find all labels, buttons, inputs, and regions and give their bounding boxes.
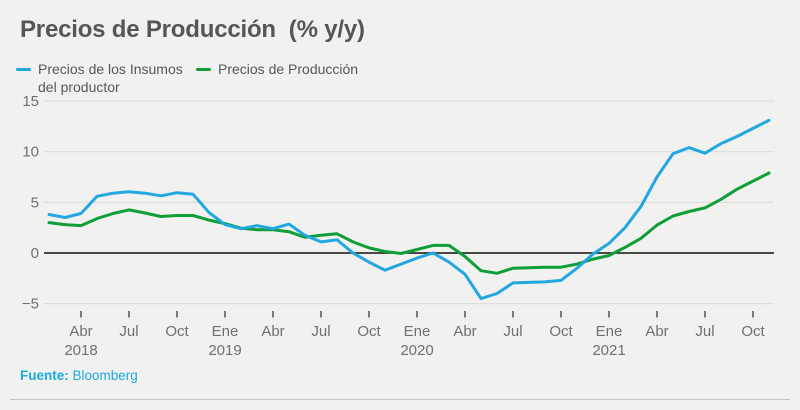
year-label: 2018 xyxy=(64,342,97,359)
x-tick-label: Jul xyxy=(311,323,330,340)
x-tick-label: Ene xyxy=(404,323,431,340)
series-line-produccion xyxy=(47,171,771,275)
legend-label-insumos: Precios de los Insumos del productor xyxy=(38,60,183,96)
x-tick-label: Oct xyxy=(357,323,381,340)
source-name: Bloomberg xyxy=(72,368,138,383)
legend-label-insumos-line1: Precios de los Insumos xyxy=(38,61,183,77)
legend-swatch-produccion-icon xyxy=(196,68,211,71)
x-tick-label: Oct xyxy=(741,323,765,340)
y-axis-label: 5 xyxy=(31,194,39,211)
source-label: Fuente: xyxy=(20,368,69,383)
legend-label-produccion-line1: Precios de Producción xyxy=(218,61,359,77)
y-axis-label: 0 xyxy=(31,245,39,262)
x-tick-label: Ene xyxy=(596,323,623,340)
x-tick-label: Jul xyxy=(695,323,714,340)
x-tick-label: Abr xyxy=(69,323,92,340)
x-tick-label: Jul xyxy=(119,323,138,340)
legend-label-insumos-line2: del productor xyxy=(38,79,120,95)
y-axis-label: −5 xyxy=(22,296,39,313)
bottom-rule xyxy=(10,399,790,400)
year-label: 2020 xyxy=(400,342,433,359)
legend-swatch-insumos-icon xyxy=(16,68,31,71)
x-tick-label: Oct xyxy=(549,323,573,340)
legend-item-insumos: Precios de los Insumos del productor xyxy=(16,60,183,96)
year-label: 2021 xyxy=(592,342,625,359)
x-tick-label: Abr xyxy=(645,323,668,340)
x-tick-label: Jul xyxy=(503,323,522,340)
legend-item-produccion: Precios de Producción xyxy=(196,60,358,78)
x-tick-label: Abr xyxy=(453,323,476,340)
series-line-insumos xyxy=(47,118,771,301)
y-axis-label: 10 xyxy=(22,144,39,161)
x-tick-label: Oct xyxy=(165,323,189,340)
legend-label-produccion: Precios de Producción xyxy=(218,60,358,78)
x-tick-label: Ene xyxy=(212,323,239,340)
x-tick-label: Abr xyxy=(261,323,284,340)
y-axis-label: 15 xyxy=(22,93,39,110)
source-note: Fuente: Bloomberg xyxy=(20,368,138,383)
year-label: 2019 xyxy=(208,342,241,359)
chart-title: Precios de Producción (% y/y) xyxy=(20,16,365,43)
